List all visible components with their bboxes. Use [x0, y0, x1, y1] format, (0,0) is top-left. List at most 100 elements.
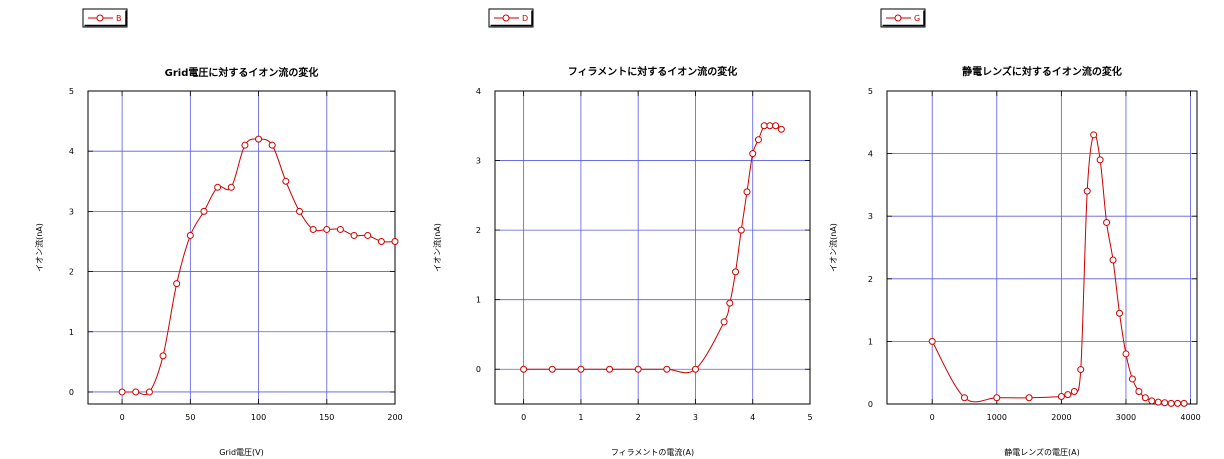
y-tick-label: 3	[476, 157, 481, 166]
y-tick-label: 0	[69, 388, 74, 397]
data-point	[255, 135, 263, 143]
data-point	[772, 122, 780, 130]
data-point	[720, 318, 728, 326]
data-point	[1128, 375, 1136, 383]
data-point	[282, 177, 290, 185]
x-tick-label: 4	[750, 413, 755, 422]
data-point	[1103, 218, 1111, 226]
y-tick-label: 0	[476, 365, 481, 374]
x-tick-label: 200	[387, 413, 402, 422]
legend-label: B	[116, 14, 122, 23]
x-tick-label: 2	[636, 413, 641, 422]
legend-marker	[96, 14, 104, 22]
y-tick-label: 4	[476, 87, 481, 96]
data-point	[754, 136, 762, 144]
data-point	[241, 141, 249, 149]
chart-panel-2: 0 1 2 3 4 5 0 1 2 3 4 フィラメントに対するイオン流の変化フィラメントの電流(A)…	[432, 8, 813, 457]
data-point	[1154, 398, 1162, 406]
data-point	[548, 365, 556, 373]
x-tick-label: 0	[930, 413, 935, 422]
data-point	[200, 207, 208, 215]
data-point	[186, 231, 194, 239]
chart-title: Grid電圧に対するイオン流の変化	[165, 66, 319, 79]
y-axis-label: イオン流(nA)	[34, 223, 44, 272]
data-point	[145, 388, 153, 396]
data-point	[1090, 131, 1098, 139]
x-tick-label: 3000	[1116, 413, 1136, 422]
data-point	[336, 225, 344, 233]
y-tick-label: 4	[69, 147, 74, 156]
x-tick-label: 100	[251, 413, 266, 422]
y-tick-label: 5	[69, 87, 74, 96]
data-point	[606, 365, 614, 373]
data-point	[737, 226, 745, 234]
legend-label: G	[914, 14, 920, 23]
legend-marker	[502, 14, 510, 22]
data-point	[749, 150, 757, 158]
legend-label: D	[522, 14, 528, 23]
data-point	[928, 337, 936, 345]
data-point	[1135, 387, 1143, 395]
data-point	[663, 365, 671, 373]
data-point	[364, 231, 372, 239]
data-point	[1083, 187, 1091, 195]
data-point	[1180, 399, 1188, 407]
data-point	[961, 394, 968, 402]
data-point	[777, 125, 785, 133]
x-axis-label: 静電レンズの電圧(A)	[1004, 447, 1080, 457]
data-point	[1070, 387, 1078, 395]
x-tick-label: 2000	[1051, 413, 1071, 422]
chart-panel-1: 0 50 100 150 200 0 1 2 3 4 5 Grid電圧に対するイオン流の変化 Grid電…	[34, 8, 403, 457]
x-tick-label: 1000	[987, 413, 1007, 422]
x-axis-label: フィラメントの電流(A)	[611, 447, 694, 457]
y-tick-label: 5	[868, 87, 873, 96]
x-tick-label: 50	[185, 413, 195, 422]
x-axis-label: Grid電圧(V)	[219, 448, 264, 457]
series-line	[523, 124, 782, 374]
chart-title: 静電レンズに対するイオン流の変化	[962, 65, 1122, 78]
x-tick-label: 0	[521, 413, 526, 422]
data-point	[766, 122, 774, 130]
y-tick-label: 3	[69, 207, 74, 216]
data-point	[159, 352, 167, 360]
data-point	[173, 280, 181, 288]
y-tick-label: 1	[69, 328, 74, 337]
data-point	[520, 365, 528, 373]
data-point	[214, 183, 222, 191]
data-point	[743, 188, 751, 196]
data-point	[1096, 156, 1104, 164]
data-point	[132, 388, 140, 396]
data-point	[1167, 399, 1175, 407]
data-point	[577, 365, 585, 373]
data-point	[1025, 394, 1033, 402]
data-point	[1057, 392, 1065, 400]
data-point	[268, 141, 276, 149]
data-point	[1109, 256, 1117, 264]
data-point	[227, 183, 235, 191]
data-point	[1141, 394, 1149, 402]
x-tick-label: 0	[120, 413, 125, 422]
data-point	[634, 365, 642, 373]
data-point	[377, 237, 385, 245]
data-point	[1174, 399, 1182, 407]
y-tick-label: 0	[868, 400, 873, 409]
data-point	[1161, 399, 1169, 407]
data-point	[391, 237, 399, 245]
chart-title: フィラメントに対するイオン流の変化	[568, 65, 738, 78]
y-tick-label: 1	[868, 337, 873, 346]
y-tick-label: 2	[476, 226, 481, 235]
data-point	[760, 122, 768, 130]
data-point	[726, 299, 734, 307]
data-point	[1064, 391, 1072, 399]
data-point	[1077, 366, 1085, 374]
data-point	[993, 394, 1001, 402]
data-point	[350, 231, 358, 239]
data-point	[1116, 309, 1123, 317]
data-point	[691, 365, 699, 373]
plot-frame	[494, 90, 811, 405]
y-tick-label: 1	[476, 296, 481, 305]
y-tick-label: 2	[69, 268, 74, 277]
legend-marker	[894, 14, 902, 22]
